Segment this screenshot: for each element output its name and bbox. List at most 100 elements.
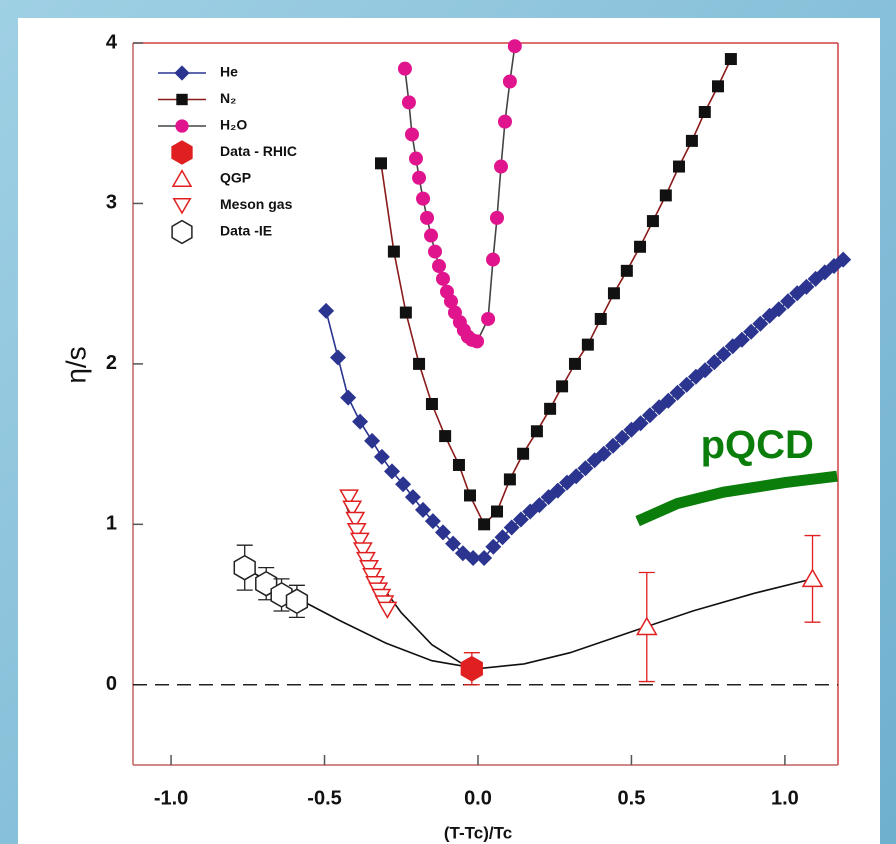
marker [395,476,412,493]
marker [660,392,677,409]
legend-marker [171,140,193,165]
marker [659,189,672,202]
marker [346,523,367,541]
marker [507,39,522,54]
annotation: pQCD [701,423,814,467]
marker [352,542,373,560]
legend-label: QGP [220,170,251,186]
marker [502,74,517,89]
marker [387,245,400,258]
y-tick-label: 3 [106,192,117,214]
marker [549,482,566,499]
marker [743,323,760,340]
marker [733,331,750,348]
marker [646,215,659,228]
y-tick-label: 1 [106,513,117,535]
x-tick-label: -1.0 [154,787,188,809]
marker [399,306,412,319]
x-tick-label: 0.5 [618,787,646,809]
marker [568,468,585,485]
marker [678,376,695,393]
marker [581,338,594,351]
marker [485,538,502,555]
marker [620,264,633,277]
marker [478,518,491,531]
marker [798,278,815,295]
marker [531,497,548,514]
marker [408,151,423,166]
fit-curve [244,567,813,670]
marker [452,458,465,471]
marker [724,53,737,66]
marker [494,529,511,546]
marker [339,489,359,507]
marker [607,287,620,300]
marker [481,311,496,326]
marker [465,550,482,566]
marker [801,568,824,588]
marker [342,500,363,518]
marker [530,425,543,438]
marker [439,430,452,443]
series-line [380,58,732,526]
marker [641,407,658,424]
legend-marker [174,65,190,81]
marker [233,554,256,581]
marker [404,127,419,142]
marker [415,501,431,518]
marker [340,389,357,406]
marker [384,463,400,480]
marker [512,511,529,528]
marker [464,489,477,502]
marker [697,362,714,379]
legend-label: Data - RHIC [220,143,297,159]
marker [711,80,724,93]
x-tick-label: 1.0 [771,787,799,809]
marker [425,398,438,410]
marker [373,448,390,465]
marker [577,460,594,477]
marker [493,159,508,174]
marker [413,357,426,370]
marker [443,294,458,309]
marker [476,550,493,566]
marker [432,259,447,274]
legend-marker [171,219,193,245]
marker [424,513,441,530]
marker [636,616,658,636]
marker [595,445,612,462]
marker [428,244,443,259]
y-tick-label: 0 [106,673,117,695]
marker [780,293,796,310]
legend-label: Meson gas [220,196,293,212]
marker [435,271,450,286]
marker [445,535,462,552]
marker [349,532,370,550]
marker [397,61,412,76]
marker [770,301,787,318]
marker [412,170,427,185]
marker [364,432,381,449]
marker [568,357,581,370]
x-tick-label: 0.0 [464,787,492,809]
legend-label: He [220,64,238,80]
marker [416,191,431,206]
marker [685,134,698,147]
marker [318,302,335,319]
marker [374,157,387,170]
marker [517,447,530,460]
y-axis-label: η/s [60,346,91,383]
legend-label: H₂O [220,117,247,133]
y-tick-label: 4 [106,31,118,53]
marker [285,588,309,615]
marker [435,524,451,541]
marker [491,505,504,518]
marker [470,334,485,349]
marker [669,384,686,401]
marker [503,519,520,536]
marker [377,601,398,619]
marker [706,354,723,371]
marker [594,312,607,325]
marker [503,473,516,486]
